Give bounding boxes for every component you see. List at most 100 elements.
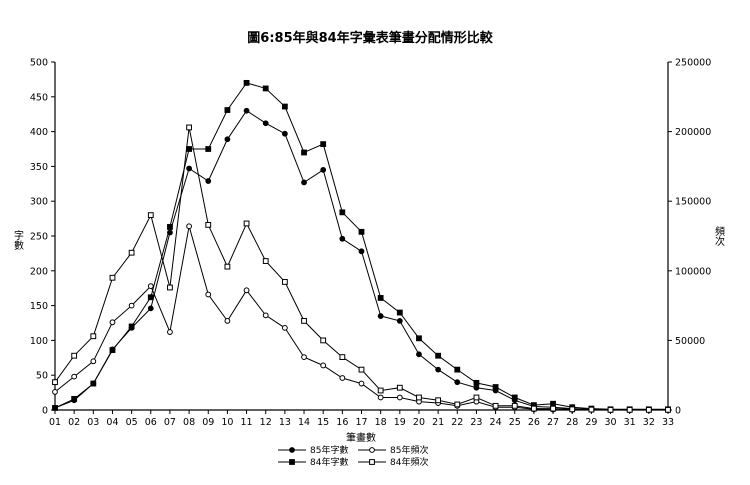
data-point <box>205 178 212 184</box>
data-point <box>224 136 231 143</box>
data-point <box>90 358 97 365</box>
series-line <box>54 110 668 411</box>
data-point <box>147 294 154 301</box>
data-point <box>492 384 499 390</box>
data-point <box>473 394 480 401</box>
data-point <box>626 406 633 413</box>
data-point <box>320 141 327 148</box>
x-tick-label: 04 <box>106 417 118 428</box>
data-point <box>607 406 614 413</box>
data-point <box>339 354 346 361</box>
legend: 85年字數 85年頻次 84年字數 84年頻次 <box>278 444 428 468</box>
data-point <box>109 319 116 326</box>
data-point <box>511 402 518 409</box>
x-tick-label: 16 <box>336 417 348 428</box>
data-point <box>205 291 212 298</box>
data-point <box>243 107 250 114</box>
data-point <box>71 395 78 402</box>
x-tick-label: 13 <box>279 417 291 428</box>
x-tick-label: 20 <box>413 417 425 428</box>
left-y-tick-label: 50 <box>36 371 48 382</box>
data-point <box>473 384 480 391</box>
data-point <box>454 401 461 408</box>
left-y-tick-label: 400 <box>30 127 48 138</box>
data-point <box>147 305 154 312</box>
data-point <box>243 79 250 86</box>
data-point <box>665 406 671 413</box>
legend-marker <box>369 447 375 453</box>
left-y-tick-label: 250 <box>30 232 48 243</box>
x-tick-label: 26 <box>528 417 540 428</box>
data-point <box>645 406 652 413</box>
data-point <box>358 366 365 373</box>
x-tick-label: 18 <box>375 417 387 428</box>
data-point <box>52 389 58 395</box>
data-point <box>473 379 480 386</box>
data-point <box>416 335 422 342</box>
series-2 <box>52 79 671 413</box>
left-y-tick-label: 500 <box>30 58 48 69</box>
legend-marker <box>369 459 375 465</box>
data-point <box>262 312 269 319</box>
legend-marker <box>289 447 295 453</box>
right-y-tick-label: 200000 <box>675 127 711 138</box>
data-point <box>396 394 403 401</box>
x-tick-label: 07 <box>164 417 176 428</box>
data-point <box>186 146 192 152</box>
x-tick-label: 12 <box>260 417 272 428</box>
x-tick-label: 19 <box>394 417 406 428</box>
data-point <box>186 223 192 230</box>
data-point <box>224 263 231 270</box>
data-point <box>435 352 442 359</box>
right-y-tick-label: 150000 <box>675 197 711 208</box>
data-point <box>205 221 212 228</box>
data-point <box>128 323 135 330</box>
series-line <box>54 82 668 410</box>
left-y-ticks: 0 50 100 150 200 250 300 350 400 450 500 <box>30 58 55 417</box>
left-y-tick-label: 200 <box>30 266 48 277</box>
x-tick-label: 24 <box>490 417 502 428</box>
data-point <box>147 283 154 290</box>
data-point <box>301 318 307 324</box>
data-point <box>454 379 461 386</box>
x-axis-label: 筆畫數 <box>346 431 376 444</box>
right-y-tick-label: 250000 <box>675 58 711 69</box>
data-point <box>377 313 384 319</box>
data-point <box>301 149 307 156</box>
data-point <box>224 107 231 113</box>
right-y-ticks: 0 50000 100000 150000 200000 250000 <box>668 58 711 417</box>
x-tick-label: 11 <box>241 417 253 428</box>
data-point <box>531 405 537 412</box>
legend-entry: 84年頻次 <box>358 456 428 468</box>
x-tick-label: 27 <box>547 417 559 428</box>
data-point <box>147 212 154 219</box>
data-point <box>281 130 288 137</box>
x-tick-label: 32 <box>643 417 655 428</box>
data-point <box>416 394 422 401</box>
data-point <box>224 318 231 324</box>
data-point <box>358 380 365 387</box>
data-point <box>377 295 384 301</box>
x-tick-label: 01 <box>49 417 61 428</box>
data-point <box>128 302 135 309</box>
data-point <box>339 235 346 242</box>
data-point <box>339 375 346 381</box>
right-y-tick-label: 0 <box>675 406 681 417</box>
x-tick-label: 31 <box>624 417 636 428</box>
x-tick-label: 10 <box>221 417 233 428</box>
data-point <box>416 351 422 358</box>
data-point <box>262 120 269 127</box>
data-point <box>301 179 307 186</box>
right-y-tick-label: 50000 <box>675 336 705 347</box>
x-tick-label: 09 <box>202 417 214 428</box>
data-point <box>435 397 442 404</box>
legend-marker <box>289 459 295 465</box>
data-point <box>262 258 269 264</box>
data-point <box>396 318 403 324</box>
data-point <box>262 85 269 92</box>
data-point <box>377 387 384 394</box>
x-ticks: 01 02 03 04 05 06 07 08 09 10 11 12 13 14 15 16 17 18 19 20… <box>49 410 674 428</box>
data-point <box>186 124 192 131</box>
data-point <box>396 309 403 316</box>
